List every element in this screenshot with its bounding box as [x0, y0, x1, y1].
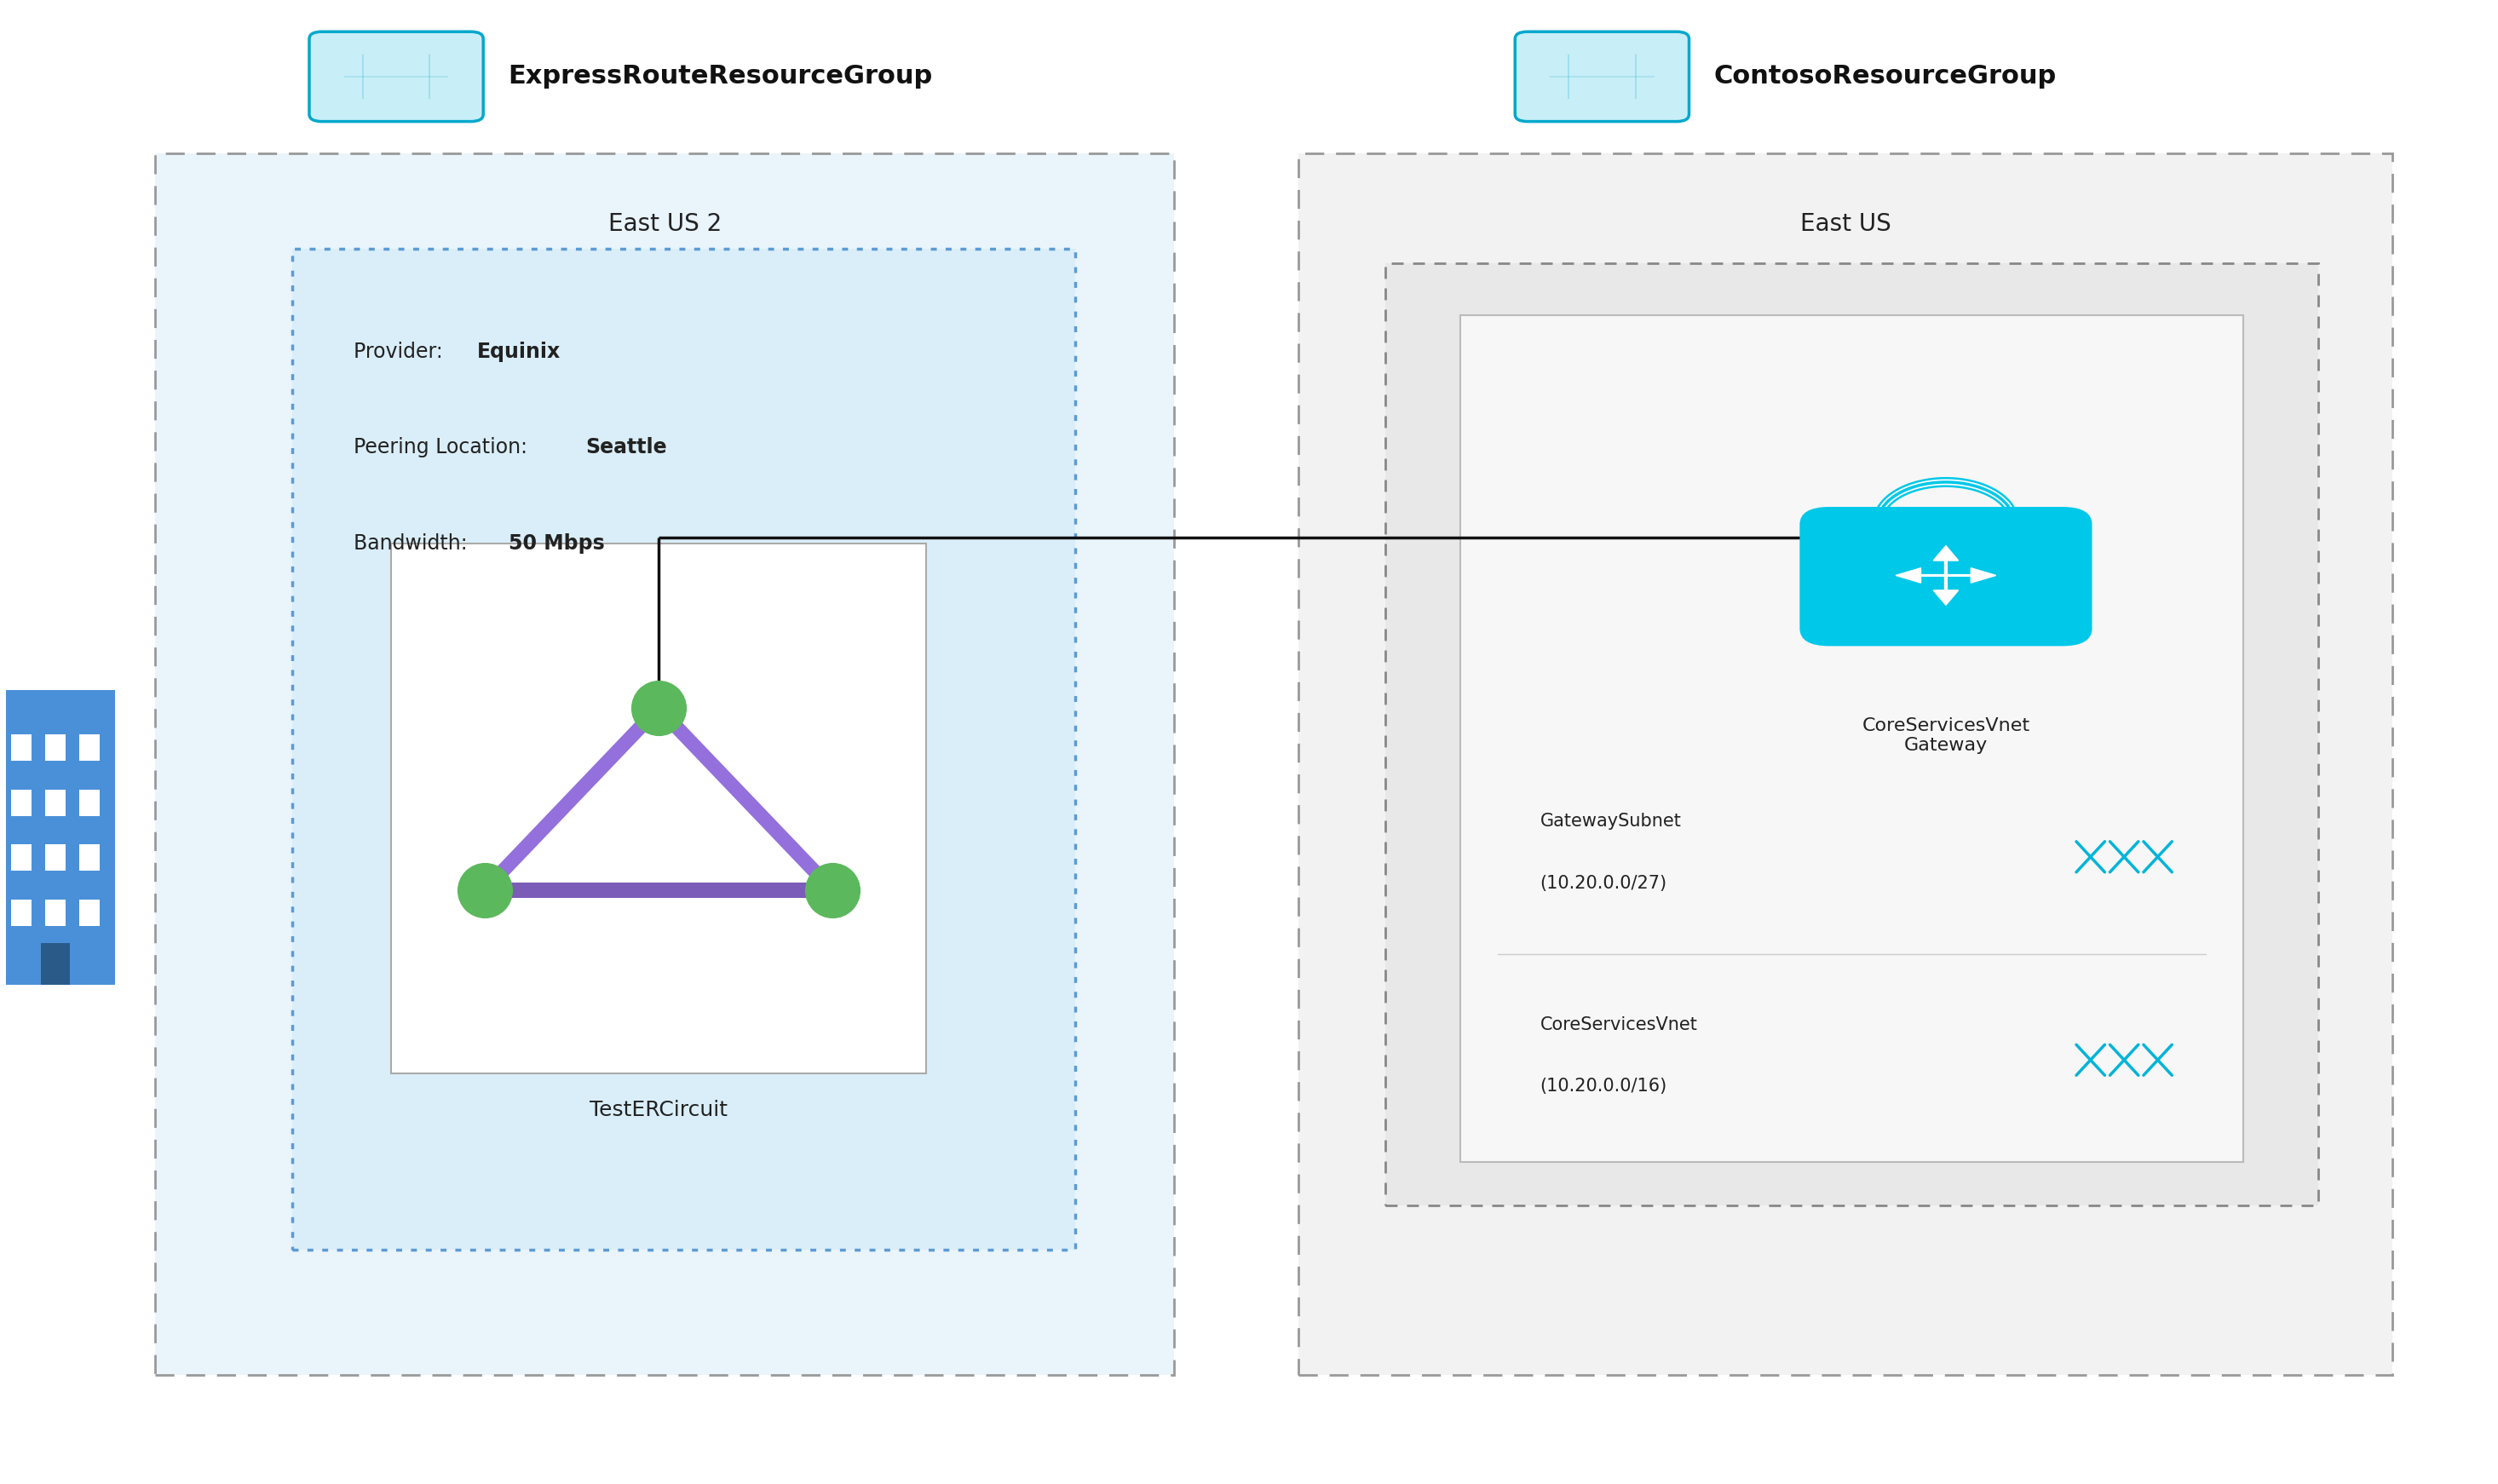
- Text: Equinix: Equinix: [477, 341, 560, 362]
- Bar: [392, 543, 927, 1073]
- Bar: [12, 735, 32, 761]
- Text: CoreServicesVnet: CoreServicesVnet: [1539, 1017, 1699, 1033]
- FancyArrow shape: [1933, 576, 1958, 605]
- FancyArrow shape: [1933, 546, 1958, 576]
- Bar: [42, 944, 70, 984]
- Bar: [45, 735, 65, 761]
- Text: East US 2: East US 2: [607, 212, 722, 236]
- Bar: [155, 153, 1174, 1376]
- Text: 50 Mbps: 50 Mbps: [510, 533, 605, 554]
- FancyBboxPatch shape: [1799, 508, 2091, 646]
- Point: [639, 696, 679, 720]
- Bar: [80, 735, 100, 761]
- Text: Provider:: Provider:: [355, 341, 450, 362]
- Text: Peering Location:: Peering Location:: [355, 438, 535, 457]
- Bar: [12, 789, 32, 816]
- Text: East US: East US: [1801, 212, 1891, 236]
- FancyBboxPatch shape: [310, 31, 482, 122]
- Bar: [45, 899, 65, 926]
- Text: GatewaySubnet: GatewaySubnet: [1539, 813, 1681, 830]
- FancyArrow shape: [1946, 568, 1996, 583]
- Bar: [292, 249, 1074, 1250]
- Bar: [80, 789, 100, 816]
- Bar: [12, 844, 32, 871]
- Bar: [45, 789, 65, 816]
- Bar: [1461, 315, 2243, 1162]
- Bar: [1386, 264, 2318, 1205]
- Bar: [80, 844, 100, 871]
- Point: [465, 879, 505, 902]
- FancyBboxPatch shape: [1514, 31, 1689, 122]
- Bar: [0, 690, 115, 984]
- Text: CoreServicesVnet
Gateway: CoreServicesVnet Gateway: [1861, 717, 2031, 754]
- Bar: [155, 153, 1174, 1376]
- Bar: [80, 899, 100, 926]
- Point: [812, 879, 852, 902]
- Text: (10.20.0.0/16): (10.20.0.0/16): [1539, 1077, 1666, 1095]
- Bar: [1386, 264, 2318, 1205]
- Bar: [1299, 153, 2393, 1376]
- Bar: [292, 249, 1074, 1250]
- Text: Bandwidth:: Bandwidth:: [355, 533, 475, 554]
- Text: ContosoResourceGroup: ContosoResourceGroup: [1714, 64, 2056, 89]
- Text: ExpressRouteResourceGroup: ExpressRouteResourceGroup: [507, 64, 932, 89]
- Bar: [1299, 153, 2393, 1376]
- Bar: [45, 844, 65, 871]
- Text: (10.20.0.0/27): (10.20.0.0/27): [1539, 874, 1666, 892]
- Text: TestERCircuit: TestERCircuit: [590, 1100, 727, 1120]
- Text: Seattle: Seattle: [585, 438, 667, 457]
- FancyArrow shape: [1896, 568, 1946, 583]
- Bar: [12, 899, 32, 926]
